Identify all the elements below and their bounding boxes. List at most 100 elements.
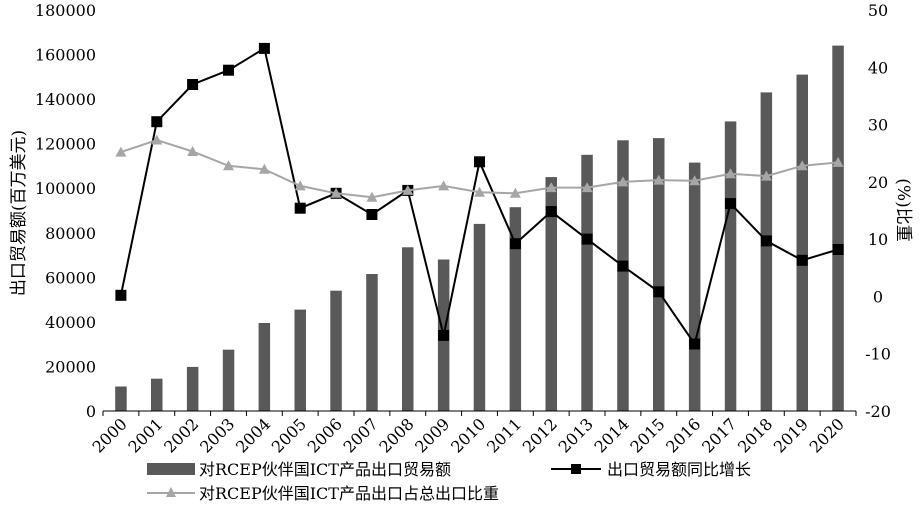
- y2-tick-label: 50: [868, 1, 888, 20]
- bar-2013: [581, 154, 593, 412]
- share-point-2013: [581, 182, 593, 193]
- bar-2010: [473, 223, 486, 411]
- share-point-2018: [760, 170, 772, 181]
- growth-point-2017: [725, 198, 736, 210]
- growth-point-2000: [115, 289, 127, 301]
- x-tick-label: 2019: [770, 414, 812, 456]
- y-tick-label: 100000: [35, 179, 96, 198]
- growth-point-2019: [796, 254, 808, 266]
- growth-point-2013: [581, 233, 593, 245]
- growth-point-2020: [832, 244, 844, 255]
- growth-point-2014: [617, 260, 629, 272]
- growth-point-2016: [689, 338, 701, 350]
- x-tick-label: 2011: [483, 414, 525, 456]
- x-tick-label: 2008: [375, 414, 417, 456]
- growth-point-2012: [545, 206, 557, 218]
- growth-point-2003: [223, 64, 234, 76]
- x-tick-label: 2012: [519, 414, 561, 456]
- y-tick-label: 120000: [35, 135, 96, 154]
- bar-2019: [796, 74, 808, 411]
- legend-item-bar: 对RCEP伙伴国ICT产品出口贸易额: [147, 460, 451, 479]
- legend-item-share: 对RCEP伙伴国ICT产品出口占总出口比重: [147, 484, 499, 503]
- y-axis-title: 出口贸易额(百万美元): [9, 130, 29, 296]
- share-point-2008: [402, 184, 414, 195]
- growth-point-2004: [258, 42, 270, 54]
- bar-2004: [258, 323, 271, 411]
- share-point-2012: [545, 182, 557, 193]
- share-point-2015: [653, 174, 665, 185]
- y2-tick-label: 0: [873, 287, 883, 306]
- bar-2001: [151, 378, 163, 411]
- bar-2005: [294, 309, 306, 411]
- bar-2016: [688, 162, 701, 411]
- y2-axis-title: (%)比重: [893, 178, 913, 241]
- x-tick-label: 2016: [662, 414, 704, 456]
- legend-swatch-share-marker: [166, 487, 176, 497]
- share-point-2005: [294, 180, 306, 191]
- bar-2020: [832, 45, 844, 411]
- x-tick-label: 2013: [555, 414, 597, 456]
- growth-point-2007: [366, 209, 378, 220]
- legend-item-growth: 出口贸易额同比增长: [551, 460, 751, 479]
- y-tick-label: 60000: [45, 268, 96, 287]
- legend-swatch-growth-marker: [571, 464, 581, 474]
- growth-point-2011: [509, 238, 521, 250]
- share-point-2019: [796, 160, 808, 171]
- share-point-2001: [151, 134, 163, 145]
- lines-layer: [115, 42, 844, 350]
- bar-2018: [760, 92, 773, 412]
- bar-2003: [222, 349, 235, 411]
- x-tick-label: 2009: [411, 414, 453, 456]
- y-tick-label: 40000: [45, 313, 96, 332]
- y-tick-label: 80000: [45, 224, 96, 243]
- share-point-2014: [617, 176, 629, 187]
- bar-2008: [402, 247, 414, 411]
- share-point-2006: [330, 187, 342, 198]
- share-point-2017: [725, 168, 736, 179]
- x-tick-label: 2014: [591, 414, 633, 456]
- share-point-2002: [187, 146, 199, 156]
- x-tick-label: 2020: [806, 414, 848, 456]
- growth-point-2002: [187, 79, 199, 90]
- x-tick-label: 2015: [626, 414, 668, 456]
- bar-2015: [653, 138, 665, 411]
- share-point-2010: [474, 186, 485, 197]
- growth-point-2015: [653, 286, 665, 298]
- x-tick-label: 2004: [232, 414, 274, 456]
- growth-point-2010: [474, 156, 485, 168]
- bar-2002: [186, 366, 199, 411]
- x-tick-label: 2003: [196, 414, 238, 456]
- y2-tick-label: -10: [865, 345, 891, 364]
- bars-layer: [115, 45, 844, 412]
- y-tick-label: 20000: [45, 357, 96, 376]
- x-tick-label: 2018: [734, 414, 776, 456]
- x-tick-label: 2007: [340, 414, 382, 456]
- x-tick-label: 2005: [268, 414, 310, 456]
- growth-point-2009: [438, 329, 450, 341]
- bar-2017: [724, 121, 737, 412]
- share-point-2004: [258, 163, 270, 174]
- legend: 对RCEP伙伴国ICT产品出口贸易额 出口贸易额同比增长 对RCEP伙伴国ICT…: [147, 460, 751, 503]
- legend-label-bar: 对RCEP伙伴国ICT产品出口贸易额: [199, 460, 451, 479]
- share-point-2007: [366, 191, 378, 202]
- bar-2011: [509, 207, 522, 411]
- x-tick-label: 2001: [124, 414, 166, 456]
- x-tick-label: 2017: [698, 414, 740, 456]
- growth-point-2001: [151, 116, 163, 128]
- share-point-2011: [509, 187, 521, 198]
- y2-tick-label: -20: [865, 402, 891, 421]
- share-point-2016: [689, 175, 701, 186]
- y2-tick-label: 20: [868, 173, 888, 192]
- y2-tick-label: 10: [868, 230, 888, 249]
- y-tick-label: 180000: [35, 1, 96, 20]
- y2-tick-label: 40: [868, 58, 888, 77]
- axes-layer: [102, 410, 857, 416]
- share-point-2020: [832, 156, 844, 167]
- legend-swatch-bar: [147, 463, 195, 475]
- y-tick-label: 160000: [35, 46, 96, 65]
- share-point-2003: [223, 160, 234, 171]
- growth-point-2005: [294, 202, 306, 214]
- y2-tick-label: 30: [868, 116, 888, 135]
- growth-point-2018: [760, 235, 772, 247]
